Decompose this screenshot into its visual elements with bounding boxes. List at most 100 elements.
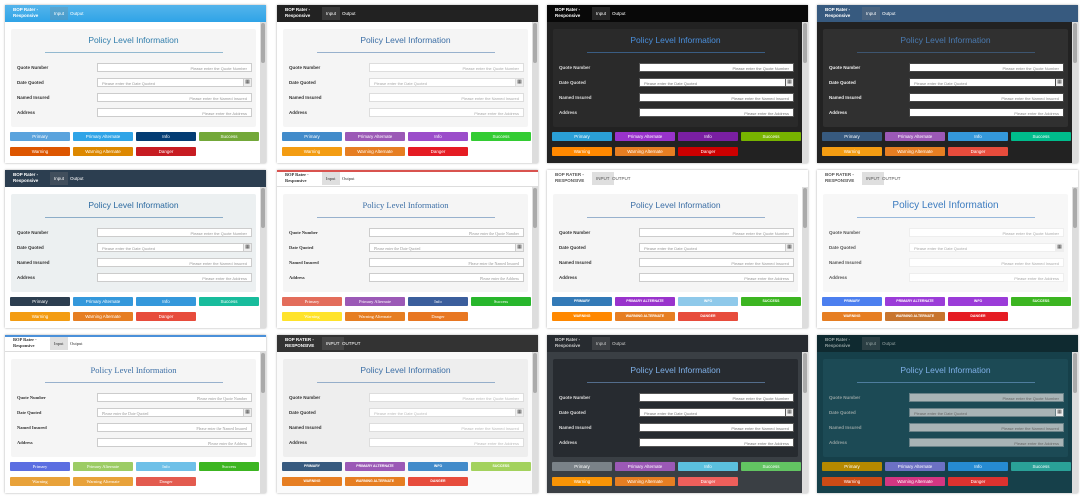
text-input[interactable]: Please enter the Date Quoted: [639, 243, 794, 252]
text-input[interactable]: Please enter the Address: [639, 438, 794, 447]
text-input[interactable]: Please enter the Address: [639, 108, 794, 117]
action-button[interactable]: Danger: [678, 147, 738, 156]
text-input[interactable]: Please enter the Address: [369, 108, 524, 117]
nav-tab[interactable]: Input: [50, 7, 69, 20]
text-input[interactable]: Please enter the Named Insured: [639, 93, 794, 102]
action-button[interactable]: Primary: [282, 297, 342, 306]
action-button[interactable]: Success: [199, 462, 259, 471]
action-button[interactable]: Danger: [948, 147, 1008, 156]
action-button[interactable]: Warning: [552, 477, 612, 486]
text-input[interactable]: Please enter the Date Quoted: [97, 78, 252, 87]
text-input[interactable]: Please enter the Quote Number: [97, 393, 252, 402]
text-input[interactable]: Please enter the Named Insured: [639, 258, 794, 267]
nav-tab[interactable]: Output: [342, 176, 355, 181]
text-input[interactable]: Please enter the Address: [909, 438, 1064, 447]
action-button[interactable]: Success: [1011, 132, 1071, 141]
action-button[interactable]: Warning Alternate: [345, 312, 405, 321]
text-input[interactable]: Please enter the Address: [97, 108, 252, 117]
action-button[interactable]: Primary: [552, 132, 612, 141]
nav-tab[interactable]: Input: [862, 337, 881, 350]
text-input[interactable]: Please enter the Named Insured: [369, 423, 524, 432]
text-input[interactable]: Please enter the Quote Number: [639, 393, 794, 402]
action-button[interactable]: Info: [678, 132, 738, 141]
action-button[interactable]: Danger: [136, 312, 196, 321]
text-input[interactable]: Please enter the Quote Number: [97, 228, 252, 237]
text-input[interactable]: Please enter the Named Insured: [369, 258, 524, 267]
action-button[interactable]: Primary Alternate: [885, 297, 945, 306]
action-button[interactable]: Info: [136, 132, 196, 141]
text-input[interactable]: Please enter the Date Quoted: [97, 243, 252, 252]
action-button[interactable]: Primary: [10, 132, 70, 141]
text-input[interactable]: Please enter the Date Quoted: [369, 408, 524, 417]
action-button[interactable]: Info: [678, 462, 738, 471]
action-button[interactable]: Warning Alternate: [615, 147, 675, 156]
text-input[interactable]: Please enter the Named Insured: [909, 258, 1064, 267]
nav-tab[interactable]: Input: [50, 337, 68, 350]
nav-tab[interactable]: Input: [862, 7, 881, 20]
action-button[interactable]: Success: [1011, 462, 1071, 471]
text-input[interactable]: Please enter the Quote Number: [909, 228, 1064, 237]
text-input[interactable]: Please enter the Named Insured: [909, 93, 1064, 102]
action-button[interactable]: Primary Alternate: [615, 297, 675, 306]
nav-tab[interactable]: Output: [70, 341, 83, 346]
text-input[interactable]: Please enter the Named Insured: [909, 423, 1064, 432]
action-button[interactable]: Warning: [552, 312, 612, 321]
action-button[interactable]: Info: [948, 132, 1008, 141]
action-button[interactable]: Info: [136, 297, 196, 306]
nav-tab[interactable]: Output: [342, 341, 361, 346]
action-button[interactable]: Primary Alternate: [345, 462, 405, 471]
calendar-button[interactable]: ▦: [515, 408, 524, 417]
action-button[interactable]: Success: [471, 132, 531, 141]
nav-tab[interactable]: Output: [882, 11, 896, 16]
text-input[interactable]: Please enter the Quote Number: [369, 228, 524, 237]
nav-tab[interactable]: Input: [592, 337, 611, 350]
action-button[interactable]: Primary: [822, 297, 882, 306]
action-button[interactable]: Warning Alternate: [73, 477, 133, 486]
action-button[interactable]: Danger: [948, 312, 1008, 321]
action-button[interactable]: Warning Alternate: [73, 312, 133, 321]
nav-tab[interactable]: Output: [882, 341, 896, 346]
action-button[interactable]: Primary: [282, 462, 342, 471]
text-input[interactable]: Please enter the Date Quoted: [639, 78, 794, 87]
action-button[interactable]: Success: [741, 462, 801, 471]
action-button[interactable]: Danger: [678, 477, 738, 486]
nav-tab[interactable]: Output: [612, 176, 631, 181]
action-button[interactable]: Info: [948, 462, 1008, 471]
action-button[interactable]: Success: [471, 462, 531, 471]
action-button[interactable]: Warning Alternate: [345, 477, 405, 486]
nav-tab[interactable]: Input: [50, 172, 69, 185]
text-input[interactable]: Please enter the Named Insured: [639, 423, 794, 432]
text-input[interactable]: Please enter the Address: [909, 273, 1064, 282]
action-button[interactable]: Warning Alternate: [345, 147, 405, 156]
action-button[interactable]: Primary: [552, 297, 612, 306]
text-input[interactable]: Please enter the Address: [369, 438, 524, 447]
action-button[interactable]: Success: [199, 132, 259, 141]
text-input[interactable]: Please enter the Quote Number: [909, 63, 1064, 72]
text-input[interactable]: Please enter the Date Quoted: [909, 408, 1064, 417]
action-button[interactable]: Primary Alternate: [615, 462, 675, 471]
action-button[interactable]: Danger: [136, 477, 196, 486]
action-button[interactable]: Primary: [822, 462, 882, 471]
calendar-button[interactable]: ▦: [785, 78, 794, 87]
action-button[interactable]: Primary Alternate: [73, 297, 133, 306]
calendar-button[interactable]: ▦: [243, 78, 252, 87]
calendar-button[interactable]: ▦: [1055, 78, 1064, 87]
action-button[interactable]: Success: [471, 297, 531, 306]
action-button[interactable]: Warning: [282, 312, 342, 321]
action-button[interactable]: Danger: [408, 477, 468, 486]
calendar-button[interactable]: ▦: [515, 78, 524, 87]
text-input[interactable]: Please enter the Quote Number: [97, 63, 252, 72]
text-input[interactable]: Please enter the Quote Number: [639, 228, 794, 237]
action-button[interactable]: Primary Alternate: [885, 462, 945, 471]
nav-tab[interactable]: Output: [342, 11, 356, 16]
calendar-button[interactable]: ▦: [785, 408, 794, 417]
text-input[interactable]: Please enter the Date Quoted: [97, 408, 252, 417]
nav-tab[interactable]: Input: [862, 172, 884, 185]
action-button[interactable]: Primary Alternate: [345, 132, 405, 141]
text-input[interactable]: Please enter the Named Insured: [97, 258, 252, 267]
text-input[interactable]: Please enter the Address: [97, 273, 252, 282]
text-input[interactable]: Please enter the Address: [639, 273, 794, 282]
action-button[interactable]: Warning Alternate: [885, 312, 945, 321]
action-button[interactable]: Danger: [948, 477, 1008, 486]
action-button[interactable]: Info: [136, 462, 196, 471]
